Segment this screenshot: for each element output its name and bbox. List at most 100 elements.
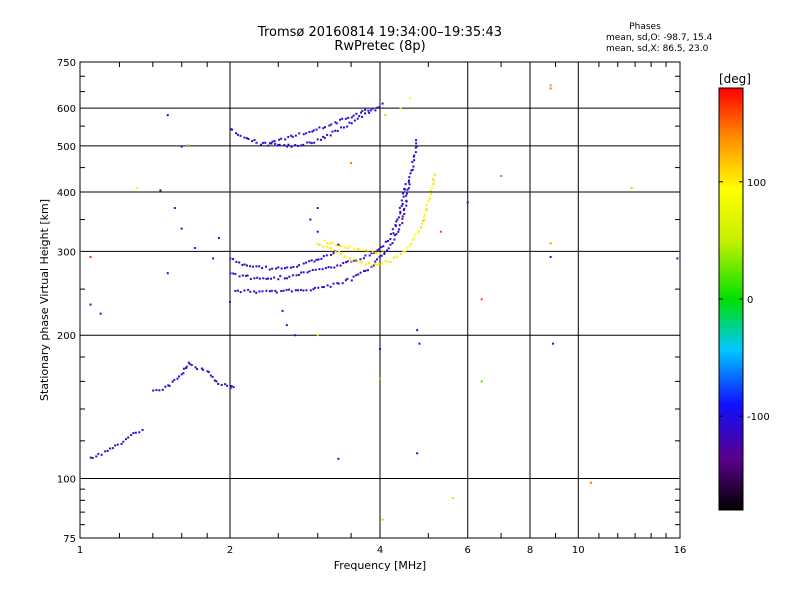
- data-point: [364, 254, 367, 257]
- data-point: [344, 256, 347, 259]
- data-point: [356, 247, 359, 250]
- data-point: [387, 247, 390, 250]
- data-point: [258, 277, 261, 280]
- data-point: [415, 139, 418, 142]
- data-point: [267, 144, 270, 147]
- y-tick-label: 600: [57, 104, 76, 115]
- data-point: [378, 248, 381, 251]
- data-point: [381, 102, 384, 105]
- data-point: [185, 367, 188, 370]
- data-point: [500, 175, 503, 178]
- data-point: [253, 290, 256, 293]
- data-point: [213, 379, 216, 382]
- data-point: [249, 290, 252, 293]
- x-tick-label: 16: [674, 545, 687, 556]
- data-point: [359, 258, 362, 261]
- data-point: [298, 132, 301, 135]
- data-point: [293, 334, 296, 337]
- data-point: [378, 256, 381, 259]
- data-point: [405, 204, 408, 207]
- data-point: [99, 312, 102, 315]
- data-point: [275, 291, 278, 294]
- data-point: [392, 232, 395, 235]
- data-point: [318, 243, 321, 246]
- data-point: [209, 374, 212, 377]
- data-point: [246, 274, 249, 277]
- data-point: [349, 245, 352, 248]
- data-point: [322, 255, 325, 258]
- data-point: [354, 258, 357, 261]
- data-point: [344, 117, 347, 120]
- data-point: [270, 277, 273, 280]
- data-point: [269, 142, 272, 145]
- data-point: [329, 247, 332, 250]
- data-point: [302, 133, 305, 136]
- data-point: [297, 264, 300, 267]
- data-point: [361, 115, 364, 118]
- data-point: [324, 267, 327, 270]
- data-point: [285, 145, 288, 148]
- data-point: [305, 289, 308, 292]
- data-point: [352, 114, 355, 117]
- data-point: [356, 117, 359, 120]
- data-point: [340, 252, 343, 255]
- data-point: [166, 114, 169, 117]
- data-point: [294, 134, 297, 137]
- data-point: [335, 243, 338, 246]
- data-point: [346, 260, 349, 263]
- data-point: [180, 145, 183, 148]
- data-point: [362, 257, 365, 260]
- data-point: [408, 176, 411, 179]
- data-point: [300, 144, 303, 147]
- data-point: [589, 481, 592, 484]
- data-point: [256, 276, 259, 279]
- data-point: [382, 249, 385, 252]
- data-point: [425, 204, 428, 207]
- data-point: [392, 256, 395, 259]
- data-point: [268, 268, 271, 271]
- data-point: [421, 222, 424, 225]
- data-point: [411, 160, 414, 163]
- data-point: [368, 254, 371, 257]
- data-point: [215, 380, 218, 383]
- data-point: [375, 251, 378, 254]
- data-point: [229, 257, 232, 260]
- data-point: [270, 142, 273, 145]
- data-point: [330, 249, 333, 252]
- data-point: [630, 186, 633, 189]
- data-point: [239, 134, 242, 137]
- data-point: [226, 384, 229, 387]
- data-point: [352, 275, 355, 278]
- data-point: [372, 252, 375, 255]
- data-point: [359, 271, 362, 274]
- data-point: [132, 432, 135, 435]
- data-point: [409, 172, 412, 175]
- data-point: [383, 252, 386, 255]
- data-point: [402, 209, 405, 212]
- data-point: [322, 245, 325, 248]
- data-point: [376, 106, 379, 109]
- data-point: [413, 159, 416, 162]
- data-point: [270, 289, 273, 292]
- data-point: [340, 126, 343, 129]
- data-point: [255, 141, 258, 144]
- data-point: [164, 385, 167, 388]
- data-point: [376, 249, 379, 252]
- data-point: [451, 497, 454, 500]
- data-point: [313, 141, 316, 144]
- data-point: [260, 143, 263, 146]
- data-point: [245, 264, 248, 267]
- data-point: [403, 207, 406, 210]
- data-point: [369, 109, 372, 112]
- data-point: [549, 256, 552, 259]
- data-point: [130, 434, 133, 437]
- y-tick-label: 300: [57, 247, 76, 258]
- data-point: [292, 266, 295, 269]
- data-point: [342, 262, 345, 265]
- data-point: [284, 138, 287, 141]
- data-point: [406, 247, 409, 250]
- data-point: [325, 254, 328, 257]
- data-point: [316, 230, 319, 233]
- data-point: [407, 181, 410, 184]
- data-point: [316, 138, 319, 141]
